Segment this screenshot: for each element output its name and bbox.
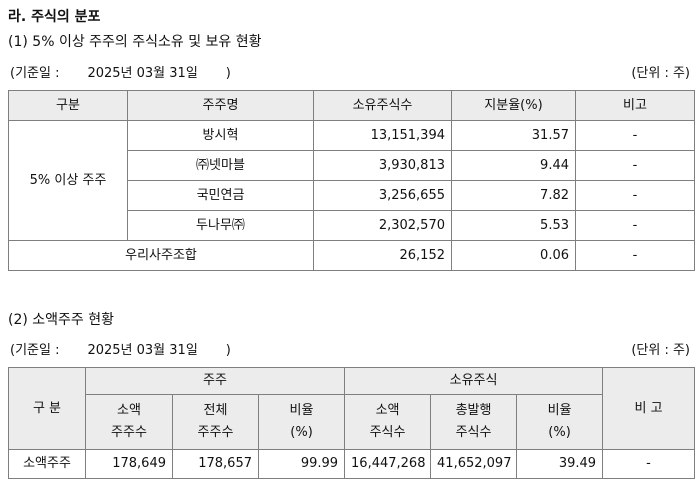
holder-ratio: 99.99 <box>257 449 346 479</box>
total-shares: 41,652,097 <box>430 449 518 479</box>
subsection-title-major-shareholders: (1) 5% 이상 주주의 주식소유 및 보유 현황 <box>8 34 262 50</box>
note: - <box>575 210 695 241</box>
ownership-ratio: 9.44 <box>451 150 576 181</box>
shareholder-name: 국민연금 <box>127 180 314 211</box>
row-label: 소액주주 <box>8 449 86 479</box>
shares-owned: 13,151,394 <box>313 120 452 151</box>
note: - <box>602 449 696 479</box>
share-ratio: 39.49 <box>516 449 604 479</box>
table-row: 소액주주 178,649 178,657 99.99 16,447,268 41… <box>8 449 696 479</box>
header-line: 소액 <box>375 403 400 418</box>
shares-owned: 26,152 <box>313 240 452 271</box>
ownership-ratio: 0.06 <box>451 240 576 271</box>
section-title: 라. 주식의 분포 <box>8 9 101 25</box>
note: - <box>575 240 695 271</box>
base-date-line: (기준일 : 2025년 03월 31일) <box>10 62 231 81</box>
header-category: 구 분 <box>8 367 86 450</box>
shares-owned: 2,302,570 <box>313 210 452 241</box>
base-date-close: ) <box>225 343 231 358</box>
header-line: 주주수 <box>111 425 147 440</box>
esop-name: 우리사주조합 <box>8 240 314 271</box>
base-date-label: (기준일 : <box>10 66 60 81</box>
shareholder-name: 방시혁 <box>127 120 314 151</box>
shareholder-name: 두나무㈜ <box>127 210 314 241</box>
table-row: 국민연금 3,256,655 7.82 - <box>9 180 695 211</box>
minority-shares: 16,447,268 <box>344 449 432 479</box>
header-line: 주식수 <box>369 425 406 440</box>
header-line: 전체 <box>203 403 228 418</box>
subsection-title-minority-shareholders: (2) 소액주주 현황 <box>8 312 115 328</box>
header-line: 주식수 <box>455 425 492 440</box>
table-row: 5% 이상 주주 방시혁 13,151,394 31.57 - <box>8 120 695 241</box>
group-label-5pct: 5% 이상 주주 <box>8 120 128 241</box>
header-holder-ratio: 비율 (%) <box>257 394 346 450</box>
ownership-ratio: 31.57 <box>451 120 576 151</box>
table-row: ㈜넷마블 3,930,813 9.44 - <box>9 150 695 181</box>
header-line: (%) <box>290 425 313 440</box>
header-shares-owned: 소유주식수 <box>313 90 452 121</box>
shareholder-name: ㈜넷마블 <box>127 150 314 181</box>
base-date-label: (기준일 : <box>10 343 60 358</box>
unit-label-2: (단위 : 주) <box>631 343 690 358</box>
note: - <box>575 180 695 211</box>
ownership-ratio: 5.53 <box>451 210 576 241</box>
base-date-value: 2025년 03월 31일 <box>87 343 198 358</box>
minority-holders: 178,649 <box>85 449 173 479</box>
table-header-row: 구 분 주주 소유주식 비 고 <box>8 367 696 450</box>
header-shares-group: 소유주식 <box>344 367 604 395</box>
base-date-value: 2025년 03월 31일 <box>87 66 198 81</box>
header-line: 비율 <box>547 403 572 418</box>
header-share-ratio: 비율 (%) <box>516 394 604 450</box>
header-line: 총발행 <box>455 403 492 418</box>
header-holders-group: 주주 <box>84 367 346 395</box>
header-line: 비율 <box>289 403 314 418</box>
base-date-line-2: (기준일 : 2025년 03월 31일) <box>10 339 231 358</box>
shares-owned: 3,930,813 <box>313 150 452 181</box>
ownership-ratio: 7.82 <box>451 180 576 211</box>
total-holders: 178,657 <box>172 449 259 479</box>
shares-owned: 3,256,655 <box>313 180 452 211</box>
base-date-close: ) <box>225 66 231 81</box>
note: - <box>575 150 695 181</box>
table-header-row: 구분 주주명 소유주식수 지분율(%) 비고 <box>8 90 695 121</box>
note: - <box>575 120 695 151</box>
unit-label: (단위 : 주) <box>631 66 690 81</box>
header-line: (%) <box>548 425 571 440</box>
header-line: 주주수 <box>197 425 234 440</box>
table-row-esop: 우리사주조합 26,152 0.06 - <box>8 240 695 271</box>
header-note: 비고 <box>575 90 695 121</box>
header-category: 구분 <box>8 90 128 121</box>
table-row: 두나무㈜ 2,302,570 5.53 - <box>9 210 695 241</box>
header-ownership-ratio: 지분율(%) <box>451 90 576 121</box>
header-shareholder-name: 주주명 <box>127 90 314 121</box>
header-line: 소액 <box>117 403 141 418</box>
header-note: 비 고 <box>602 367 696 450</box>
major-shareholders-table: 구분 주주명 소유주식수 지분율(%) 비고 5% 이상 주주 방시혁 13,1… <box>8 90 695 271</box>
